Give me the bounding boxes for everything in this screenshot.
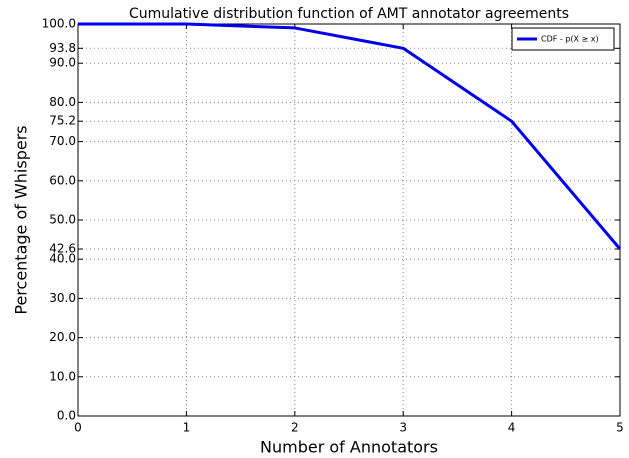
- y-axis-label: Percentage of Whispers: [12, 125, 31, 314]
- y-tick-label: 60.0: [49, 173, 76, 187]
- y-tick-label: 75.2: [49, 114, 76, 128]
- x-tick-label: 3: [399, 421, 407, 435]
- x-tick-label: 5: [616, 421, 624, 435]
- x-axis-label: Number of Annotators: [260, 438, 438, 457]
- y-tick-label: 42.6: [49, 242, 76, 256]
- data-line: [78, 22, 622, 250]
- y-tick-label: 80.0: [49, 95, 76, 109]
- y-tick-label: 90.0: [49, 56, 76, 70]
- legend-label: CDF - p(X ≥ x): [541, 35, 599, 44]
- y-tick-label: 40.0: [49, 252, 76, 266]
- y-tick-label: 20.0: [49, 330, 76, 344]
- y-tick-label: 0.0: [57, 409, 76, 423]
- y-tick-label: 10.0: [49, 369, 76, 383]
- x-tick-label: 2: [291, 421, 299, 435]
- y-tick-label: 93.8: [49, 41, 76, 55]
- x-tick-label: 4: [508, 421, 516, 435]
- y-tick-label: 50.0: [49, 213, 76, 227]
- legend-box: [511, 27, 615, 51]
- x-tick-label: 1: [183, 421, 191, 435]
- y-tick-label: 70.0: [49, 134, 76, 148]
- chart-title: Cumulative distribution function of AMT …: [129, 6, 569, 22]
- y-tick-label: 30.0: [49, 291, 76, 305]
- x-tick-label: 0: [74, 421, 82, 435]
- plot-frame: [77, 23, 621, 417]
- y-tick-label: 100.0: [42, 17, 76, 31]
